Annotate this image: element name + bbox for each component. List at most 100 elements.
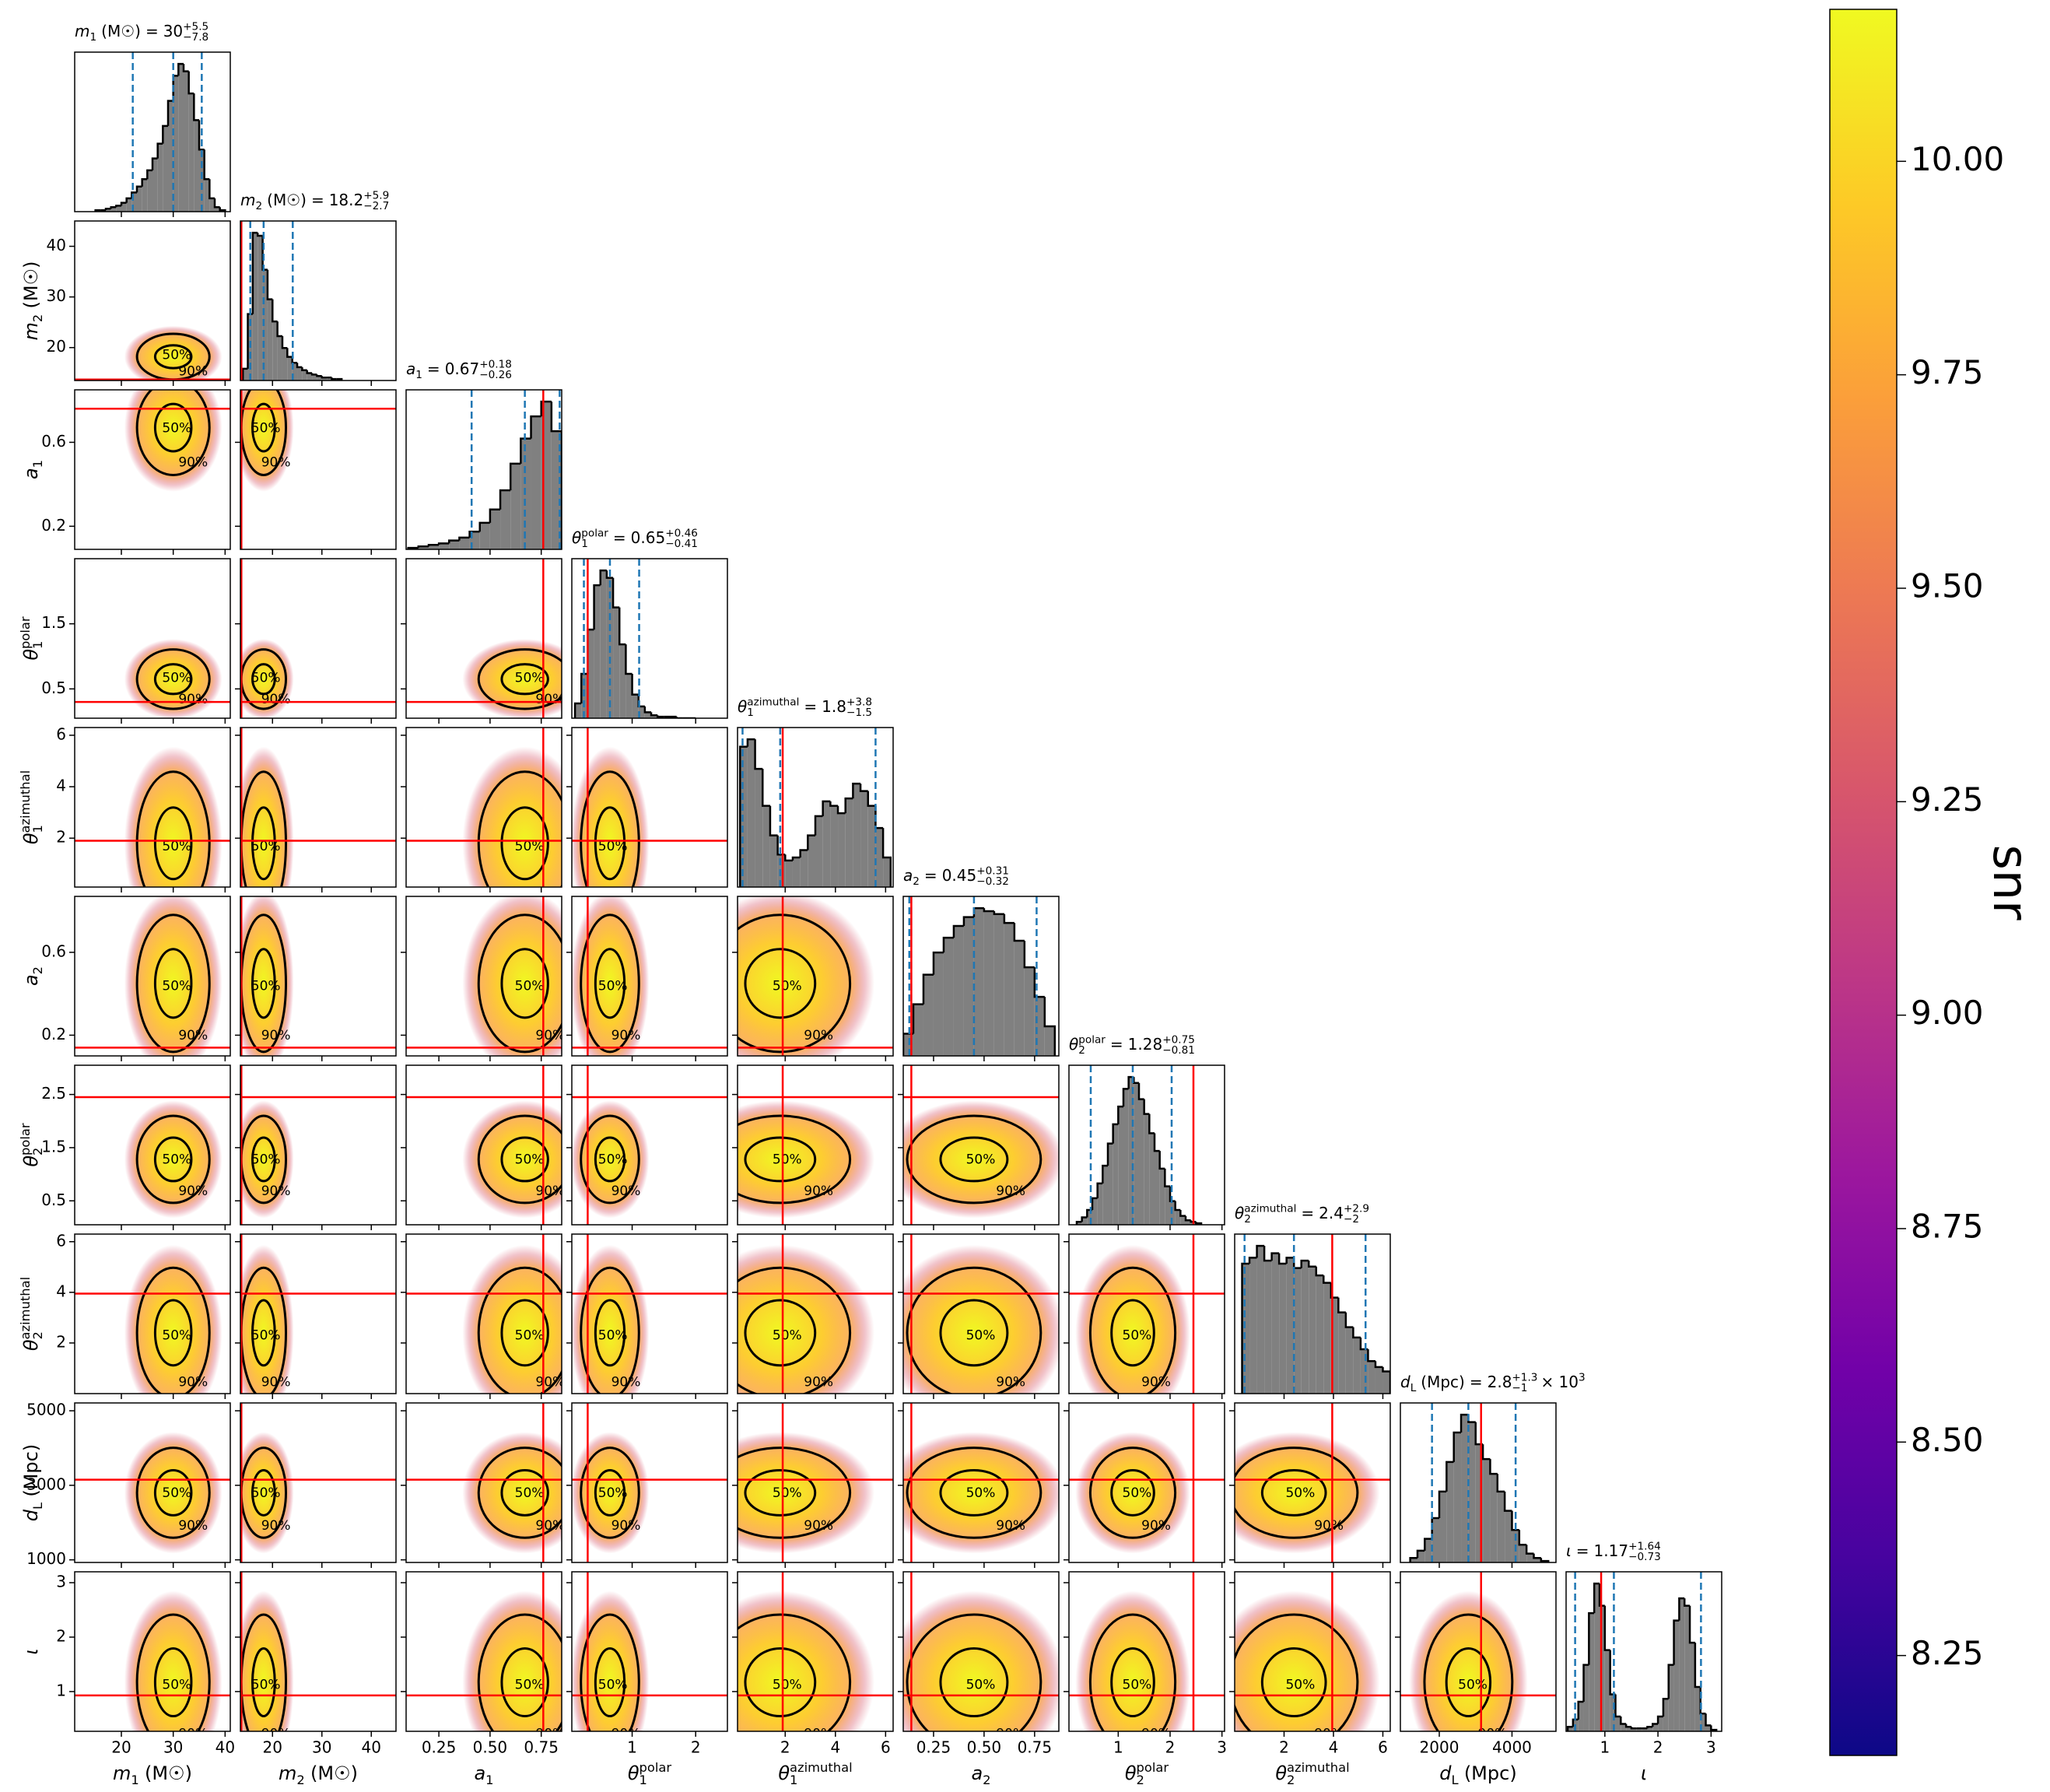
hist-step [1382,1366,1390,1394]
panel-title-part: = [1110,1035,1123,1054]
hist-bar [769,835,778,887]
contour-90 [580,1114,640,1205]
x-tick-label: 0.75 [524,1738,559,1757]
hist-bar [317,376,322,380]
contour-50 [744,1647,817,1718]
hist-step [822,800,831,816]
contour-label: 90% [1478,1726,1508,1741]
contour-50 [594,806,626,881]
panel-frame [74,389,231,550]
hist-bar [428,545,440,549]
contour-label: 50% [515,671,545,686]
x-tick-label: 0.50 [473,1738,508,1757]
panel-frame [74,51,231,212]
contour-90 [906,1114,1043,1205]
hist-bar [853,784,861,887]
scatter-panel: 50%90% [75,746,230,887]
hist-bar [845,798,853,887]
contour-90 [906,1447,1043,1539]
x-axis-label-part: 2 [1137,1773,1144,1787]
hist-bar [943,938,954,1056]
hist-bar [1604,1650,1610,1731]
panel-title-part: θ [1235,1204,1244,1222]
panel-title-part: 3 [1579,1372,1586,1384]
hist-step [1572,1718,1579,1727]
colorbar-tick-label: 8.50 [1911,1421,1984,1459]
hist-bar [1256,1246,1265,1394]
scatter-panel: 50%90% [240,1234,396,1394]
scatter-panel: 50%90% [406,559,562,718]
scatter-panel: 50%90% [406,1065,562,1225]
panel-title-part: 1.8 [822,697,846,716]
hist-step [261,235,268,271]
hist-bar [184,71,189,212]
panel-title-part: 0.65 [631,528,666,547]
x-tick-label: 20 [263,1738,282,1757]
scatter-panel: 50%90% [738,896,893,1056]
panel-frame [240,727,397,888]
y-tick-label: 2 [56,1626,66,1645]
hist-step [1614,1694,1621,1718]
hist-bar [121,202,127,212]
contour-90 [1088,1447,1177,1539]
hist-bar [1309,1266,1316,1394]
hist-bar [1081,1217,1088,1225]
hist-bar [1345,1327,1354,1394]
contour-50 [251,1469,276,1517]
panel-frame [74,1233,231,1394]
panel-title-part: 1.17 [1594,1541,1629,1560]
hist-step [829,801,839,807]
hist-bar [740,746,748,887]
y-tick-label: 2 [56,1332,66,1351]
contour-90 [906,1266,1043,1394]
x-tick-label: 2 [1653,1738,1663,1757]
sample-density [903,1244,1059,1394]
hist-step [580,672,588,704]
x-tick-label: 30 [163,1738,183,1757]
hist-bar [1113,1124,1119,1225]
panel-title: m 2 (M☉) = 18.2 +5.9−2.7 [240,190,389,212]
hist-bar [489,509,501,549]
panel-title-part: −2.7 [363,200,389,212]
panel-frame [902,1064,1060,1226]
hist-bar [307,373,313,380]
x-tick-label: 2 [1165,1738,1176,1757]
hist-bar [923,974,934,1056]
y-axis-label-part: θ [20,833,42,844]
contour-label: 90% [261,1184,291,1199]
contour-label: 90% [611,1184,641,1199]
hist-bar [1410,1558,1417,1562]
hist-step [922,973,934,1005]
hist-step [1453,1431,1462,1462]
hist-bar [1705,1725,1712,1731]
hist-step [550,402,562,549]
x-axis-label: m 2 (M☉) [279,1762,358,1787]
hist-bar [1505,1510,1512,1562]
hist-bar [267,299,273,380]
hist-step [1270,1252,1280,1261]
hist-bar [1024,967,1035,1056]
contour-50 [153,948,193,1019]
hist-step [1148,1113,1155,1134]
scatter-panel: 50%90% [240,728,396,887]
hist-bar [1128,1077,1134,1225]
hist-step [1503,1491,1512,1512]
hist-step [219,207,226,212]
x-axis-label-part: polar [640,1760,672,1775]
hist-step [125,197,132,203]
x-axis-label-part: ι [1641,1762,1647,1784]
scatter-panel: 50%90% [903,1572,1059,1731]
hist-bar [1652,1724,1659,1731]
hist-step [1518,1530,1527,1546]
hist-bar [830,805,839,887]
contour-90 [477,770,562,887]
histogram-panel [738,728,892,887]
panel-title-part: −0.73 [1628,1551,1661,1563]
contour-50 [500,948,549,1019]
contour-50 [153,1136,193,1183]
hist-step [1277,1253,1287,1265]
scatter-panel: 50%90% [1069,1234,1225,1394]
